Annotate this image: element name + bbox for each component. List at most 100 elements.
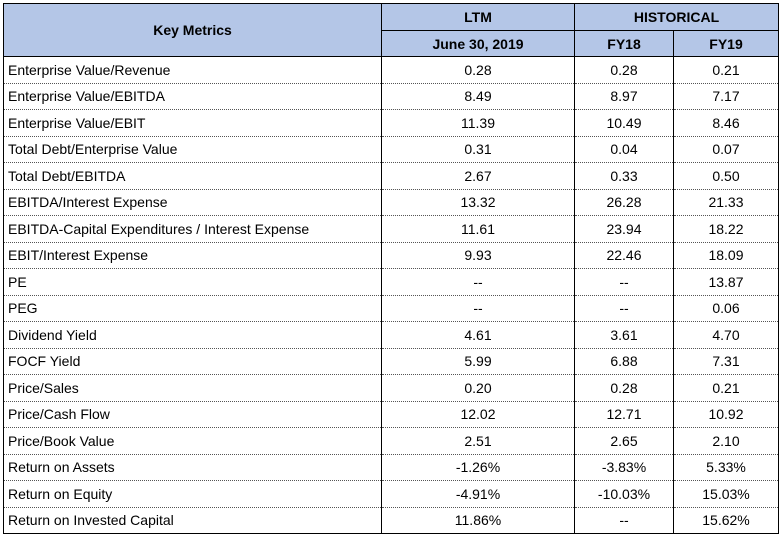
metric-cell: PEG bbox=[3, 295, 382, 322]
table-row: PE -- -- 13.87 bbox=[3, 268, 779, 296]
fy19-value-cell: 0.21 bbox=[673, 56, 779, 84]
table-row: FOCF Yield 5.99 6.88 7.31 bbox=[3, 348, 779, 375]
ltm-value-cell: -- bbox=[381, 268, 575, 296]
fy19-value-cell: 0.07 bbox=[673, 136, 779, 163]
metric-cell: EBITDA/Interest Expense bbox=[3, 189, 382, 216]
fy18-value-cell: -- bbox=[574, 507, 674, 534]
fy19-value-cell: 8.46 bbox=[673, 109, 779, 137]
fy19-value-cell: 5.33% bbox=[673, 454, 779, 481]
fy18-value-cell: 2.65 bbox=[574, 427, 674, 455]
fy18-value-cell: -- bbox=[574, 268, 674, 296]
ltm-value-cell: 2.67 bbox=[381, 162, 575, 190]
header-row-top: Key Metrics LTM HISTORICAL bbox=[3, 3, 779, 57]
fy18-value-cell: 0.04 bbox=[574, 136, 674, 163]
table-row: Dividend Yield 4.61 3.61 4.70 bbox=[3, 321, 779, 349]
metric-cell: PE bbox=[3, 268, 382, 296]
metric-cell: EBITDA-Capital Expenditures / Interest E… bbox=[3, 215, 382, 243]
fy18-value-cell: -3.83% bbox=[574, 454, 674, 481]
fy19-value-cell: 18.09 bbox=[673, 242, 779, 269]
fy18-value-cell: 0.33 bbox=[574, 162, 674, 190]
metric-cell: Dividend Yield bbox=[3, 321, 382, 349]
metric-cell: Enterprise Value/Revenue bbox=[3, 56, 382, 84]
fy18-value-cell: 8.97 bbox=[574, 83, 674, 110]
fy18-header: FY18 bbox=[574, 30, 674, 57]
ltm-value-cell: 0.31 bbox=[381, 136, 575, 163]
ltm-value-cell: 5.99 bbox=[381, 348, 575, 375]
metric-cell: FOCF Yield bbox=[3, 348, 382, 375]
fy19-value-cell: 21.33 bbox=[673, 189, 779, 216]
table-row: Total Debt/EBITDA 2.67 0.33 0.50 bbox=[3, 162, 779, 190]
ltm-value-cell: -4.91% bbox=[381, 480, 575, 508]
fy19-value-cell: 2.10 bbox=[673, 427, 779, 455]
table-row: Return on Invested Capital 11.86% -- 15.62% bbox=[3, 507, 779, 534]
fy19-value-cell: 7.31 bbox=[673, 348, 779, 375]
fy19-value-cell: 18.22 bbox=[673, 215, 779, 243]
fy19-value-cell: 0.50 bbox=[673, 162, 779, 190]
ltm-value-cell: 8.49 bbox=[381, 83, 575, 110]
ltm-value-cell: 11.61 bbox=[381, 215, 575, 243]
ltm-value-cell: -- bbox=[381, 295, 575, 322]
fy18-value-cell: 3.61 bbox=[574, 321, 674, 349]
ltm-value-cell: 0.20 bbox=[381, 374, 575, 402]
metric-cell: Price/Cash Flow bbox=[3, 401, 382, 428]
ltm-value-cell: 12.02 bbox=[381, 401, 575, 428]
fy18-value-cell: 26.28 bbox=[574, 189, 674, 216]
fy18-value-cell: -- bbox=[574, 295, 674, 322]
fy19-value-cell: 7.17 bbox=[673, 83, 779, 110]
table-row: Return on Equity -4.91% -10.03% 15.03% bbox=[3, 480, 779, 508]
fy18-value-cell: 12.71 bbox=[574, 401, 674, 428]
fy19-value-cell: 13.87 bbox=[673, 268, 779, 296]
table-row: Enterprise Value/Revenue 0.28 0.28 0.21 bbox=[3, 56, 779, 84]
metric-cell: EBIT/Interest Expense bbox=[3, 242, 382, 269]
metric-cell: Return on Invested Capital bbox=[3, 507, 382, 534]
table-row: EBITDA/Interest Expense 13.32 26.28 21.33 bbox=[3, 189, 779, 216]
table-row: EBITDA-Capital Expenditures / Interest E… bbox=[3, 215, 779, 243]
ltm-value-cell: 9.93 bbox=[381, 242, 575, 269]
ltm-value-cell: 2.51 bbox=[381, 427, 575, 455]
key-metrics-header: Key Metrics bbox=[3, 3, 382, 57]
ltm-value-cell: 11.39 bbox=[381, 109, 575, 137]
fy19-value-cell: 4.70 bbox=[673, 321, 779, 349]
ltm-date-header: June 30, 2019 bbox=[381, 30, 575, 57]
table-row: Price/Sales 0.20 0.28 0.21 bbox=[3, 374, 779, 402]
table-row: EBIT/Interest Expense 9.93 22.46 18.09 bbox=[3, 242, 779, 269]
fy18-value-cell: 0.28 bbox=[574, 56, 674, 84]
fy18-value-cell: 23.94 bbox=[574, 215, 674, 243]
table-body: Enterprise Value/Revenue 0.28 0.28 0.21 Ente… bbox=[3, 56, 779, 534]
ltm-value-cell: -1.26% bbox=[381, 454, 575, 481]
metric-cell: Return on Assets bbox=[3, 454, 382, 481]
ltm-header: LTM bbox=[381, 3, 575, 31]
fy18-value-cell: 22.46 bbox=[574, 242, 674, 269]
fy18-value-cell: 10.49 bbox=[574, 109, 674, 137]
metric-cell: Enterprise Value/EBIT bbox=[3, 109, 382, 137]
metric-cell: Enterprise Value/EBITDA bbox=[3, 83, 382, 110]
table-row: Price/Book Value 2.51 2.65 2.10 bbox=[3, 427, 779, 455]
ltm-value-cell: 11.86% bbox=[381, 507, 575, 534]
ltm-value-cell: 13.32 bbox=[381, 189, 575, 216]
fy19-value-cell: 10.92 bbox=[673, 401, 779, 428]
fy18-value-cell: 6.88 bbox=[574, 348, 674, 375]
header-row-bottom: June 30, 2019 FY18 FY19 bbox=[4, 30, 779, 57]
fy19-value-cell: 15.03% bbox=[673, 480, 779, 508]
fy18-value-cell: -10.03% bbox=[574, 480, 674, 508]
table-row: Total Debt/Enterprise Value 0.31 0.04 0.07 bbox=[3, 136, 779, 163]
table-header: Key Metrics LTM HISTORICAL June 30, 2019… bbox=[3, 3, 779, 57]
historical-header: HISTORICAL bbox=[574, 3, 779, 31]
key-metrics-table-container: Key Metrics LTM HISTORICAL June 30, 2019… bbox=[3, 3, 779, 534]
fy19-value-cell: 0.06 bbox=[673, 295, 779, 322]
metric-cell: Total Debt/Enterprise Value bbox=[3, 136, 382, 163]
table-row: Enterprise Value/EBITDA 8.49 8.97 7.17 bbox=[3, 83, 779, 110]
table-row: Enterprise Value/EBIT 11.39 10.49 8.46 bbox=[3, 109, 779, 137]
fy18-value-cell: 0.28 bbox=[574, 374, 674, 402]
fy19-value-cell: 0.21 bbox=[673, 374, 779, 402]
table-row: Return on Assets -1.26% -3.83% 5.33% bbox=[3, 454, 779, 481]
key-metrics-table: Key Metrics LTM HISTORICAL June 30, 2019… bbox=[3, 3, 779, 534]
ltm-value-cell: 0.28 bbox=[381, 56, 575, 84]
metric-cell: Total Debt/EBITDA bbox=[3, 162, 382, 190]
ltm-value-cell: 4.61 bbox=[381, 321, 575, 349]
metric-cell: Price/Book Value bbox=[3, 427, 382, 455]
metric-cell: Price/Sales bbox=[3, 374, 382, 402]
table-row: Price/Cash Flow 12.02 12.71 10.92 bbox=[3, 401, 779, 428]
table-row: PEG -- -- 0.06 bbox=[3, 295, 779, 322]
metric-cell: Return on Equity bbox=[3, 480, 382, 508]
